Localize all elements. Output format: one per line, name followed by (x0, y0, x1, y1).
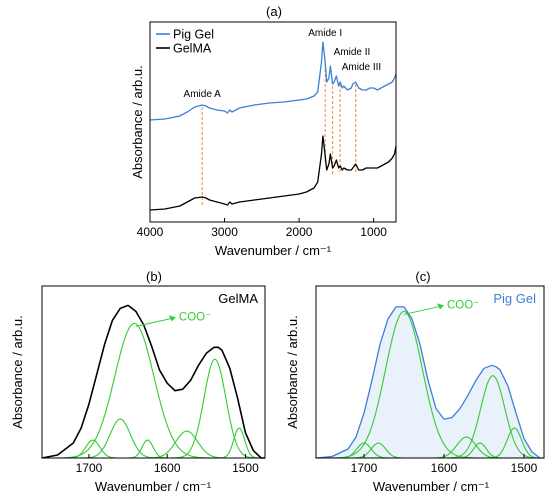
panel-a-guide-lines (201, 64, 357, 205)
panel-c-x-axis-label: Wavenumber / cm⁻¹ (373, 479, 490, 494)
panel-b-coo-annotation: COO⁻ (135, 311, 211, 327)
annotation-amide-iii: Amide III (342, 62, 381, 73)
x-tick-label-2000: 2000 (286, 225, 313, 239)
panel-a-y-axis-label: Absorbance / arb.u. (130, 65, 145, 178)
panel-b-label: (b) (146, 269, 162, 284)
panel-c-label: (c) (415, 269, 430, 284)
x-tick-label-1600: 1600 (431, 461, 458, 475)
x-tick-label-1700: 1700 (351, 461, 378, 475)
coo-label: COO⁻ (179, 311, 211, 323)
x-tick-label-1600: 1600 (154, 461, 181, 475)
series-line-pig-gel (149, 41, 397, 121)
panel-a-frame (149, 21, 397, 223)
panel-b-title: GelMA (218, 291, 258, 306)
x-tick-label-4000: 4000 (137, 225, 164, 239)
panel-a-series (149, 41, 397, 211)
fitted-component-1508 (42, 427, 265, 459)
panel-a-label: (a) (266, 4, 282, 19)
panel-c-title: Pig Gel (493, 291, 536, 306)
x-tick-label-1500: 1500 (511, 461, 538, 475)
coo-arrow-head (437, 303, 444, 310)
coo-label: COO⁻ (447, 299, 479, 311)
annotation-amide-a: Amide A (184, 89, 222, 100)
panel-a-x-axis-label: Wavenumber / cm⁻¹ (215, 243, 332, 258)
panel-a-annotations: Amide A Amide I Amide II Amide III (184, 28, 382, 100)
panel-c-coo-annotation: COO⁻ (403, 299, 479, 315)
coo-arrow-head (168, 315, 176, 322)
panel-c-y-axis-label: Absorbance / arb.u. (285, 315, 300, 428)
series-line-gelma (149, 135, 397, 211)
panel-c-frame (315, 285, 545, 459)
fitted-component-1575 (42, 430, 265, 459)
legend-label-pig-gel: Pig Gel (173, 28, 214, 42)
coo-arrow-line (135, 317, 173, 327)
panel-b-plot (41, 304, 265, 459)
legend-label-gelma: GelMA (173, 42, 212, 56)
panel-c-plot (315, 306, 544, 459)
fitted-component-1625 (42, 439, 265, 459)
x-tick-label-1500: 1500 (232, 461, 259, 475)
panel-b: (b) GelMA 1700 1600 1500 Wavenumber / cm⁻¹… (10, 269, 266, 494)
measured-spectrum-line (41, 304, 265, 459)
x-tick-label-3000: 3000 (211, 225, 238, 239)
panel-c-x-axis: 1700 1600 1500 (351, 454, 538, 475)
panel-b-x-axis: 1700 1600 1500 (76, 454, 259, 475)
annotation-amide-ii: Amide II (334, 47, 371, 58)
panel-c: (c) Pig Gel 1700 1600 1500 Wavenumber / cm… (285, 269, 545, 494)
panel-a-x-axis: 4000 3000 2000 1000 (137, 218, 387, 239)
measured-spectrum-line (315, 306, 544, 459)
panel-b-x-axis-label: Wavenumber / cm⁻¹ (95, 479, 212, 494)
measured-area (316, 306, 544, 458)
panel-b-frame (41, 285, 266, 459)
coo-arrow-line (403, 305, 441, 315)
panel-b-y-axis-label: Absorbance / arb.u. (10, 315, 25, 428)
panel-a: (a) 4000 3000 2000 1000 Wavenumber / cm⁻¹ A… (130, 4, 397, 258)
x-tick-label-1000: 1000 (360, 225, 387, 239)
panel-a-legend: Pig Gel GelMA (156, 28, 214, 56)
annotation-amide-i: Amide I (308, 28, 342, 39)
x-tick-label-1700: 1700 (76, 461, 103, 475)
